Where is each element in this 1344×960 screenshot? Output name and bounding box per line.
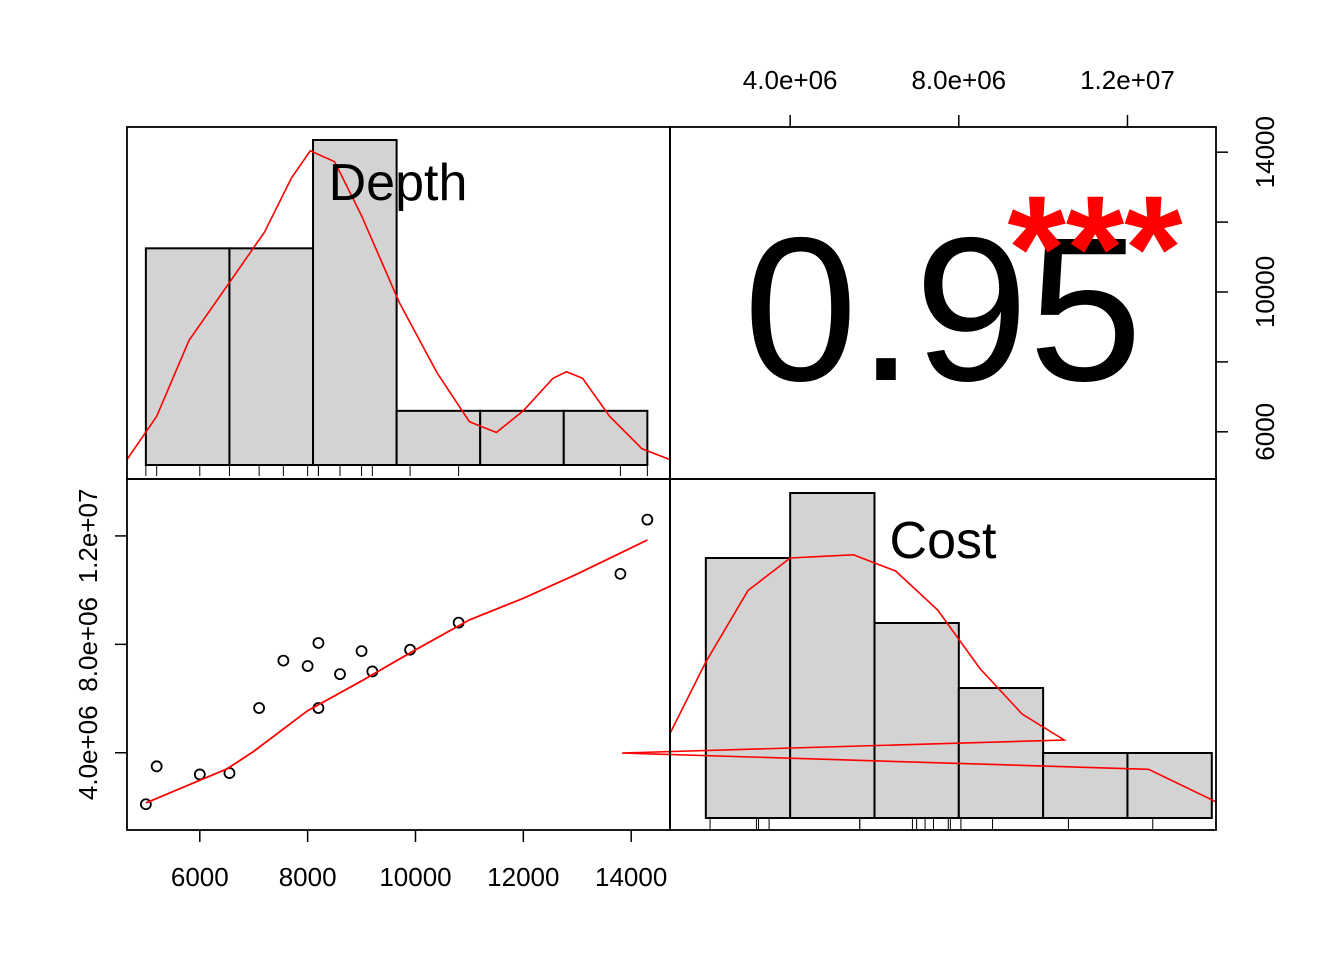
correlation-value: 0.95 xyxy=(744,195,1143,424)
cost-x-tick-label: 8.0e+06 xyxy=(911,65,1006,95)
depth-x-tick-label: 8000 xyxy=(279,862,337,892)
depth-hist-bar xyxy=(144,247,231,466)
panel-frames xyxy=(126,126,1217,831)
depth-x-tick-label: 10000 xyxy=(379,862,451,892)
scatter-point xyxy=(312,637,325,649)
scatter-smooth-line xyxy=(145,539,648,804)
cost-histogram-panel xyxy=(621,492,1217,829)
scatter-panel xyxy=(139,513,654,811)
scatter-point xyxy=(355,645,368,658)
cost-hist-bar xyxy=(789,492,876,819)
axes: 6000 8000 10000 12000 14000 4.0e+06 8.0e+06 1.2… xyxy=(73,65,1280,892)
scatter-point xyxy=(253,702,266,714)
scatter-point xyxy=(139,798,152,811)
scatter-point xyxy=(301,660,314,672)
depth-density-line xyxy=(126,149,671,461)
cost-panel-label: Cost xyxy=(890,512,997,570)
correlation-panel: 0.95 *** xyxy=(744,164,1184,424)
depth-hist-bar xyxy=(312,139,398,466)
depth-y-tick-label: 6000 xyxy=(1250,403,1280,461)
cost-hist-bar xyxy=(1126,752,1213,819)
scatter-point xyxy=(277,654,290,667)
cost-y-tick-label: 1.2e+07 xyxy=(73,489,103,584)
depth-hist-bar xyxy=(228,247,315,466)
cost-y-tick-label: 4.0e+06 xyxy=(73,705,103,800)
cost-hist-bar xyxy=(957,687,1045,819)
depth-y-tick-label: 14000 xyxy=(1250,116,1280,188)
depth-x-tick-label: 6000 xyxy=(171,862,229,892)
cost-hist-bar xyxy=(873,622,960,819)
cost-y-tick-label: 8.0e+06 xyxy=(73,597,103,692)
depth-hist-bar xyxy=(562,409,649,467)
depth-hist-bar xyxy=(479,409,565,467)
depth-histogram-panel xyxy=(126,139,671,476)
significance-stars: *** xyxy=(1007,164,1183,332)
cost-hist-bar xyxy=(704,557,792,819)
scatter-point xyxy=(334,668,346,681)
cost-hist-bar xyxy=(1042,752,1129,819)
scatter-point xyxy=(614,567,627,580)
cost-x-tick-label: 1.2e+07 xyxy=(1080,65,1175,95)
depth-x-tick-label: 14000 xyxy=(595,862,667,892)
cost-x-tick-label: 4.0e+06 xyxy=(743,65,838,95)
depth-panel-label: Depth xyxy=(329,154,468,212)
scatter-point xyxy=(150,760,163,773)
scatter-point xyxy=(641,513,654,526)
depth-y-tick-label: 10000 xyxy=(1250,256,1280,328)
depth-hist-bar xyxy=(395,409,482,467)
depth-x-tick-label: 12000 xyxy=(487,862,559,892)
cost-panel-frame xyxy=(669,478,1217,831)
cost-density-line xyxy=(621,553,1217,803)
